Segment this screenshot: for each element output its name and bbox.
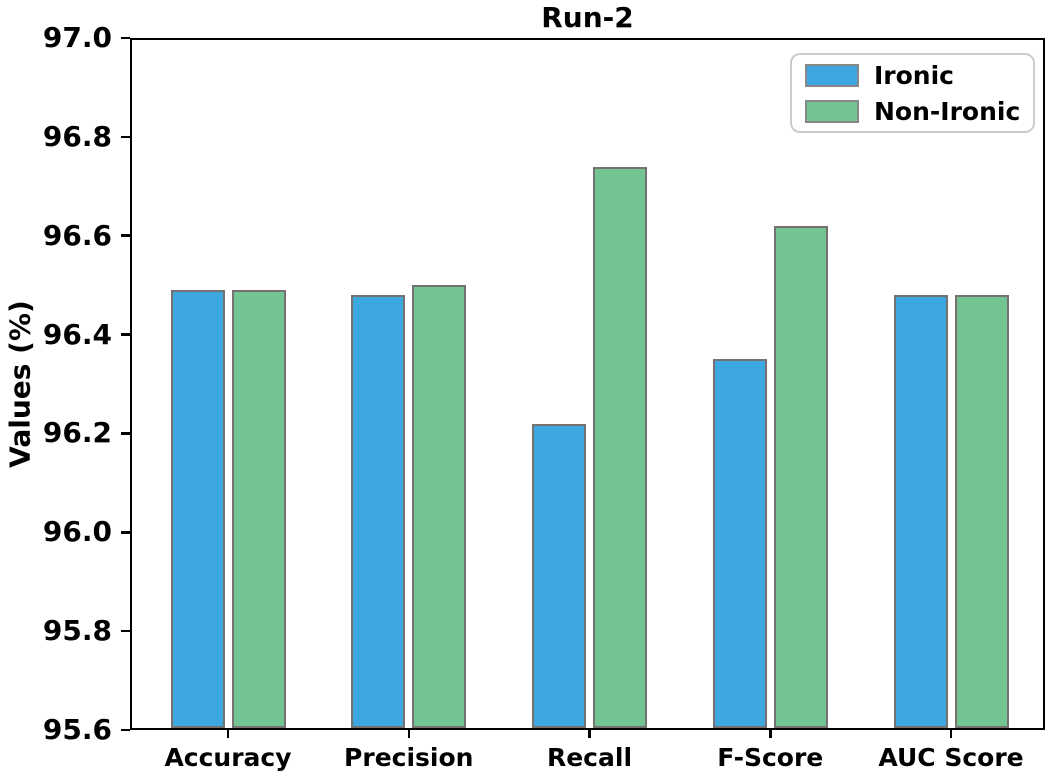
x-tick-label: Accuracy	[164, 743, 292, 772]
x-tick-label: AUC Score	[878, 743, 1024, 772]
x-tick-mark	[949, 730, 953, 738]
y-tick-mark	[121, 629, 130, 633]
bar-non-ironic-f-score	[773, 225, 828, 728]
y-tick-mark	[121, 531, 130, 534]
bar-non-ironic-recall	[593, 166, 647, 728]
plot-area	[130, 38, 1045, 730]
y-tick-mark	[121, 432, 130, 435]
bar-ironic-accuracy	[170, 290, 225, 728]
legend-swatch-ironic	[805, 63, 859, 87]
legend-item-ironic: Ironic	[805, 62, 1033, 89]
legend: Ironic Non-Ironic	[790, 53, 1035, 133]
y-tick-label: 96.6	[42, 218, 112, 252]
y-tick-mark	[121, 135, 130, 139]
y-tick-mark	[121, 234, 130, 237]
y-tick-label: 95.6	[42, 713, 112, 746]
y-tick-mark	[121, 333, 130, 336]
bar-non-ironic-auc-score	[954, 295, 1009, 728]
chart-title: Run-2	[541, 1, 634, 34]
y-tick-label: 96.2	[42, 416, 112, 450]
x-tick-label: Recall	[546, 743, 633, 772]
bar-ironic-recall	[532, 423, 586, 728]
y-tick-label: 95.8	[42, 614, 112, 648]
y-tick-mark	[121, 36, 130, 40]
x-tick-label: Precision	[344, 743, 474, 772]
y-tick-label: 96.0	[42, 515, 112, 549]
x-tick-mark	[407, 730, 410, 738]
x-tick-mark	[588, 730, 591, 738]
bar-ironic-precision	[351, 295, 406, 728]
bar-non-ironic-accuracy	[231, 290, 286, 728]
x-tick-mark	[226, 730, 230, 738]
y-tick-label: 96.8	[42, 119, 112, 153]
legend-item-non-ironic: Non-Ironic	[805, 98, 1033, 125]
x-tick-mark	[769, 730, 772, 738]
x-tick-label: F-Score	[717, 743, 824, 772]
legend-label-ironic: Ironic	[874, 60, 954, 90]
y-tick-label: 96.4	[42, 317, 112, 351]
y-tick-mark	[121, 728, 130, 732]
legend-label-non-ironic: Non-Ironic	[874, 96, 1021, 126]
bar-non-ironic-precision	[412, 285, 467, 728]
y-tick-label: 97.0	[42, 21, 112, 54]
bar-ironic-auc-score	[893, 295, 948, 728]
bar-ironic-f-score	[712, 359, 767, 728]
legend-swatch-non-ironic	[805, 99, 859, 123]
